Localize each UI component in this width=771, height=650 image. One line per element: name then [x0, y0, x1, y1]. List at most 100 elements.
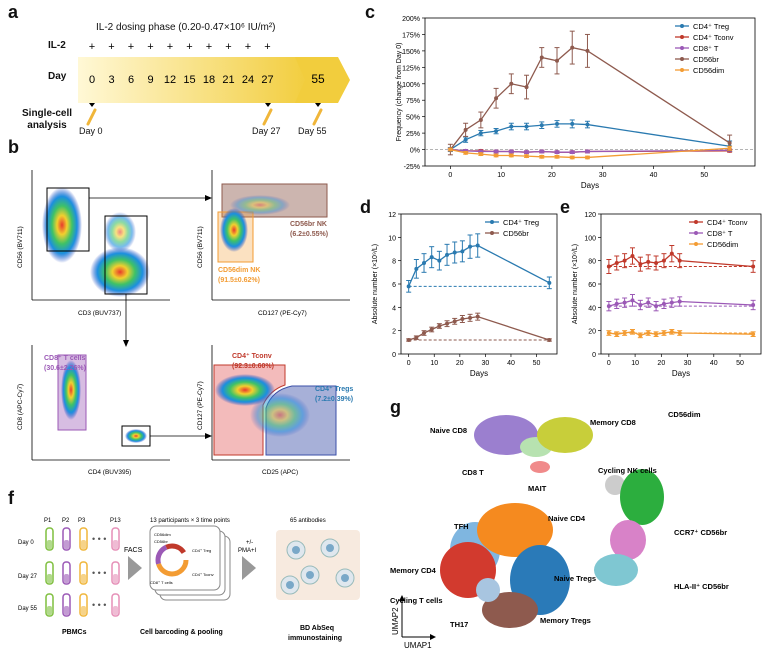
il2-plus: + [206, 41, 212, 53]
panel-b-flow: CD3 (BUV737) CD56 (BV711) CD56br NK (6.2… [17, 170, 353, 476]
data-point [539, 55, 544, 60]
umap-cluster-label: HLA-II⁺ CD56br [674, 582, 729, 591]
wheel-label-tconv: CD4⁺ Tconv [192, 572, 214, 577]
umap-xlabel: UMAP1 [404, 641, 432, 650]
caption-abseq: BD AbSeq [300, 625, 334, 632]
x-tick-label: 0 [607, 360, 611, 367]
data-point [509, 149, 514, 154]
participant-p1: P1 [44, 518, 52, 524]
sample-day27: Day 27 [252, 126, 281, 136]
cluster-cd56dim [620, 469, 664, 525]
flow-plot-cd3-cd56: CD3 (BUV737) CD56 (BV711) [17, 170, 212, 347]
ellipsis-dots: • • • [92, 534, 106, 544]
day-number: 15 [183, 74, 195, 86]
day-number-final: 55 [311, 72, 325, 86]
data-point [614, 332, 619, 337]
facs-arrow [128, 556, 142, 580]
panel-g-umap: Naive CD8 Memory CD8 CD8 T MAIT CD56dim Cycli… [390, 410, 729, 650]
cluster-cycling-t [476, 578, 500, 602]
panel-label-c: c [365, 2, 376, 22]
legend-label: CD56br [693, 55, 719, 64]
facs-label: FACS [124, 547, 143, 554]
panel-label-d: d [360, 197, 371, 217]
x-tick-label: 0 [448, 172, 452, 179]
series-2 [606, 329, 756, 339]
flow-plot-cd4-cd8: CD8⁺ T cells (30.6±2.26%) CD4 (BUV395) C… [17, 345, 212, 476]
data-point [463, 137, 468, 142]
legend-label: CD56dim [707, 240, 738, 249]
umap-cluster-label: Memory Tregs [540, 616, 591, 625]
il2-plus: + [108, 41, 114, 53]
data-point [524, 154, 529, 159]
legend-label: CD4⁺ Treg [503, 218, 539, 227]
gate-cd8-value: (30.6±2.26%) [44, 365, 86, 372]
data-point [638, 262, 643, 267]
cluster-hla-cd56br [594, 554, 638, 586]
flow-plot4-xlabel: CD25 (APC) [262, 469, 298, 476]
data-point [622, 300, 627, 305]
gate-nk [46, 187, 90, 252]
data-point [677, 258, 682, 263]
flow-population [125, 429, 147, 443]
flow-plot-cd25-cd127: CD4⁺ Tconv (92.3±0.60%) CD4⁺ Tregs (7.2±… [197, 345, 353, 476]
flow-population [61, 360, 81, 420]
f-day55: Day 55 [18, 606, 38, 612]
series-4 [447, 145, 733, 160]
data-point [727, 146, 732, 151]
data-point [414, 266, 419, 271]
data-point [445, 252, 450, 257]
series-0 [606, 245, 756, 274]
panel-label-g: g [390, 397, 401, 417]
data-point [751, 332, 756, 337]
f-day27: Day 27 [18, 574, 38, 580]
cluster-mait [530, 461, 550, 473]
x-tick-label: 10 [631, 360, 639, 367]
flow-plot2-ylabel: CD56 (BV711) [197, 226, 204, 268]
chart-frequency-change: -25% 0% 25% 50% 75% 100% 125% 150% 175% 200% 0 10 20… [396, 16, 756, 190]
umap-cluster-label: Naive CD8 [430, 426, 467, 435]
data-point [661, 301, 666, 306]
sample-day55: Day 55 [298, 126, 327, 136]
data-point [475, 314, 480, 319]
x-tick-label: 20 [548, 172, 556, 179]
participant-p3: P3 [78, 518, 86, 524]
x-tick-label: 40 [650, 172, 658, 179]
data-point [406, 338, 411, 342]
data-point [630, 329, 635, 334]
x-tick-label: 20 [456, 360, 464, 367]
data-point [452, 250, 457, 255]
x-tick-label: 40 [507, 360, 515, 367]
stim-label2: PMA+I [238, 548, 257, 554]
data-point [727, 140, 732, 145]
sample-marker-day55-arrow [315, 103, 321, 107]
x-tick-label: 30 [481, 360, 489, 367]
data-point [448, 147, 453, 152]
y-tick-label: 200% [402, 16, 420, 23]
ellipsis-dots: • • • [92, 568, 106, 578]
data-point [585, 48, 590, 53]
day-number-row: 0 3 6 9 12 15 18 21 24 27 55 [89, 72, 325, 86]
umap-cluster-label: Cycling NK cells [598, 466, 657, 475]
data-point [555, 150, 559, 155]
data-point [478, 131, 483, 136]
data-point [414, 335, 419, 340]
series-line [450, 123, 730, 151]
caption-barcode: Cell barcoding & pooling [140, 629, 223, 636]
x-axis-label: Days [672, 369, 690, 378]
y-tick-label: 60 [588, 282, 596, 289]
day-number: 27 [261, 74, 273, 86]
y-tick-label: 150% [402, 49, 420, 56]
data-point [555, 121, 559, 126]
stim-label: +/- [246, 540, 253, 546]
data-point [638, 303, 643, 307]
data-point [494, 96, 499, 101]
sample-markers [86, 103, 323, 126]
y-tick-label: 2 [392, 329, 396, 336]
data-point [445, 321, 450, 326]
gate-tconv-value: (92.3±0.60%) [232, 363, 274, 370]
flow-plot2-xlabel: CD127 (PE-Cy7) [258, 310, 307, 317]
data-point [475, 243, 480, 248]
flow-population [42, 187, 82, 263]
caption-pbmc: PBMCs [62, 629, 87, 636]
series-1 [606, 294, 756, 312]
